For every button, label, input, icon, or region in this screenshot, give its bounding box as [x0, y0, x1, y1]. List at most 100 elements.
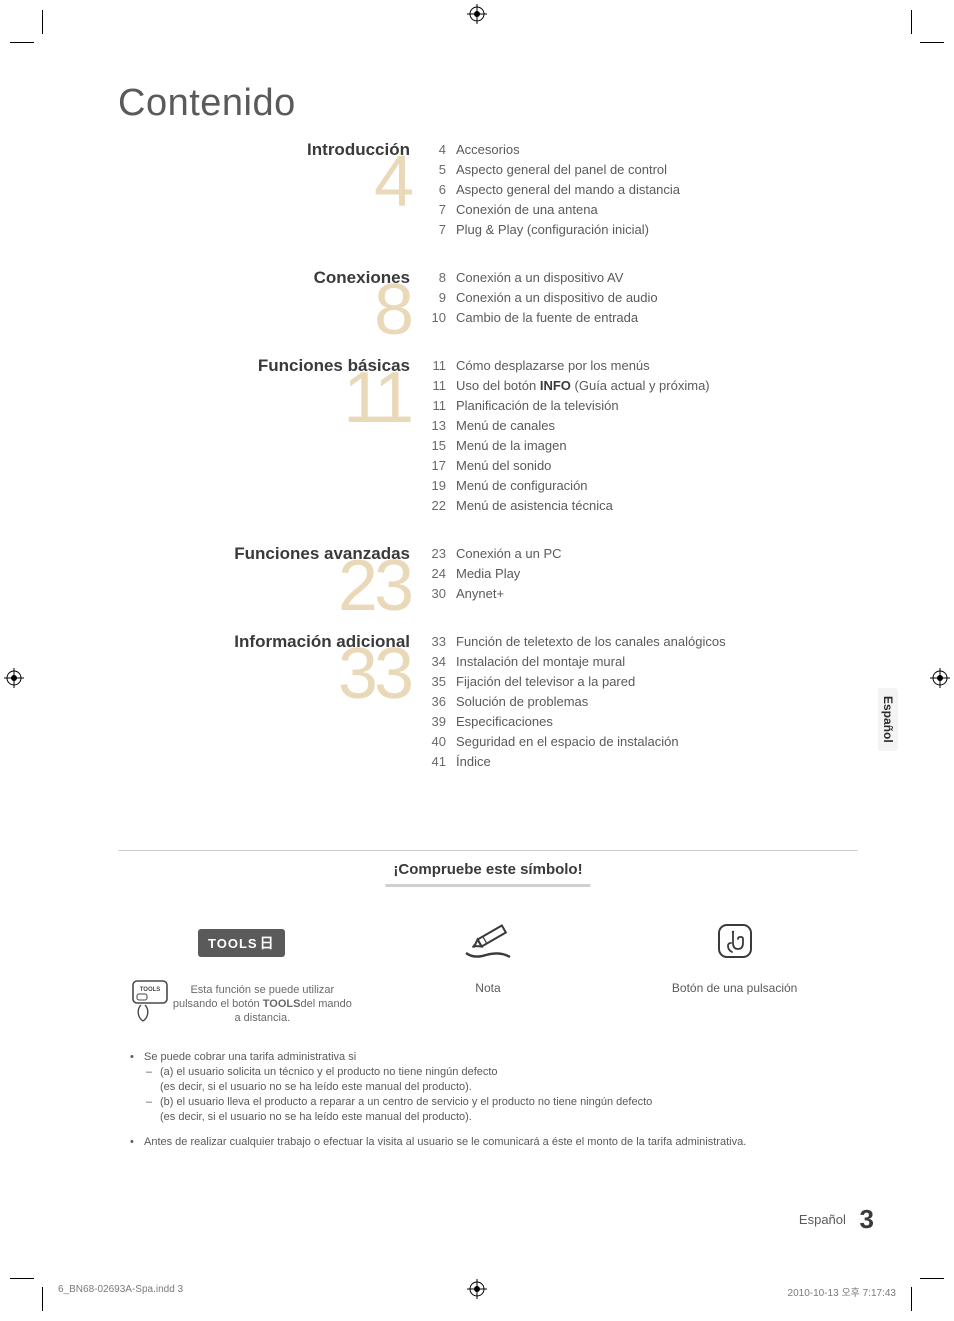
toc-row: 23Conexión a un PC [428, 544, 858, 564]
toc-section-left: Funciones avanzadas23 [118, 544, 428, 604]
toc-row-page: 19 [428, 476, 456, 496]
registration-mark-icon [930, 668, 950, 688]
toc-row: 6Aspecto general del mando a distancia [428, 180, 858, 200]
toc-row-page: 34 [428, 652, 456, 672]
toc-row-page: 6 [428, 180, 456, 200]
toc-row: 9Conexión a un dispositivo de audio [428, 288, 858, 308]
toc-section-items: 23Conexión a un PC24Media Play30Anynet+ [428, 544, 858, 604]
symbol-col-note: Nota [366, 913, 610, 995]
crop-mark [42, 10, 43, 34]
toc-row-label: Instalación del montaje mural [456, 652, 625, 672]
print-timestamp: 2010-10-13 오후 7:17:43 [788, 1284, 896, 1299]
toc-row-page: 39 [428, 712, 456, 732]
toc-row-page: 24 [428, 564, 456, 584]
crop-mark [920, 1278, 944, 1279]
toc-row: 11Planificación de la televisión [428, 396, 858, 416]
symbol-col-onetouch-label: Botón de una pulsación [613, 981, 857, 995]
toc-section-heading: Conexiones [118, 268, 410, 288]
toc-row-label: Media Play [456, 564, 520, 584]
toc-row-page: 11 [428, 376, 456, 396]
page-footer: Español 3 [799, 1204, 874, 1235]
tools-badge: TOOLS日 [198, 929, 285, 957]
toc-section: Información adicional3333Función de tele… [118, 632, 858, 772]
admin-fee-notes: Se puede cobrar una tarifa administrativ… [130, 1050, 850, 1160]
toc-row-label: Función de teletexto de los canales anal… [456, 632, 726, 652]
tools-badge-text: TOOLS [208, 936, 258, 951]
crop-mark [42, 1287, 43, 1311]
note-1a2: (es decir, si el usuario no se ha leído … [160, 1081, 472, 1093]
footer-page-number: 3 [860, 1204, 874, 1234]
toc-row: 4Accesorios [428, 140, 858, 160]
toc-section-bignumber: 23 [338, 558, 410, 616]
table-of-contents: Introducción44Accesorios5Aspecto general… [118, 140, 858, 800]
toc-row-page: 40 [428, 732, 456, 752]
tools-badge-glyph: 日 [260, 935, 275, 951]
crop-mark [10, 42, 34, 43]
toc-section-heading: Introducción [118, 140, 410, 160]
toc-row-label: Menú de asistencia técnica [456, 496, 613, 516]
toc-row-page: 15 [428, 436, 456, 456]
toc-row: 5Aspecto general del panel de control [428, 160, 858, 180]
toc-row: 10Cambio de la fuente de entrada [428, 308, 858, 328]
toc-row: 11Cómo desplazarse por los menús [428, 356, 858, 376]
toc-row-page: 35 [428, 672, 456, 692]
toc-row-page: 17 [428, 456, 456, 476]
toc-row-label: Cómo desplazarse por los menús [456, 356, 650, 376]
toc-row-page: 30 [428, 584, 456, 604]
footer-lang: Español [799, 1212, 846, 1227]
toc-row-label: Plug & Play (configuración inicial) [456, 220, 649, 240]
symbol-col-tools: TOOLS日 TOOLS Esta función se puede utili… [119, 913, 363, 1025]
one-touch-icon [713, 919, 757, 968]
toc-row-label: Conexión de una antena [456, 200, 598, 220]
toc-section-left: Introducción4 [118, 140, 428, 240]
toc-section-bignumber: 4 [374, 154, 410, 212]
toc-row-label: Aspecto general del panel de control [456, 160, 667, 180]
toc-row-label: Conexión a un PC [456, 544, 562, 564]
toc-row: 8Conexión a un dispositivo AV [428, 268, 858, 288]
toc-row: 30Anynet+ [428, 584, 858, 604]
remote-tools-icon: TOOLS [131, 979, 169, 1023]
toc-row-page: 4 [428, 140, 456, 160]
toc-row-label: Cambio de la fuente de entrada [456, 308, 638, 328]
registration-mark-icon [467, 4, 487, 24]
print-metadata: 6_BN68-02693A-Spa.indd 3 2010-10-13 오후 7… [58, 1284, 896, 1299]
toc-section: Funciones básicas1111Cómo desplazarse po… [118, 356, 858, 516]
toc-row-page: 11 [428, 396, 456, 416]
page-title: Contenido [118, 82, 296, 125]
tools-desc-line2: pulsando el botón TOOLSdel mando [173, 997, 352, 1011]
toc-row: 19Menú de configuración [428, 476, 858, 496]
toc-section-left: Conexiones8 [118, 268, 428, 328]
crop-mark [911, 10, 912, 34]
toc-section-bignumber: 11 [343, 370, 410, 428]
note-2: Antes de realizar cualquier trabajo o ef… [144, 1136, 746, 1148]
crop-mark [911, 1287, 912, 1311]
toc-row-label: Conexión a un dispositivo de audio [456, 288, 658, 308]
toc-row: 17Menú del sonido [428, 456, 858, 476]
toc-row-page: 41 [428, 752, 456, 772]
toc-section-items: 8Conexión a un dispositivo AV9Conexión a… [428, 268, 858, 328]
toc-row-label: Menú del sonido [456, 456, 551, 476]
toc-row-page: 13 [428, 416, 456, 436]
toc-row-label: Accesorios [456, 140, 520, 160]
toc-row-label: Menú de configuración [456, 476, 588, 496]
toc-row-label: Solución de problemas [456, 692, 588, 712]
registration-mark-icon [4, 668, 24, 688]
toc-section-items: 33Función de teletexto de los canales an… [428, 632, 858, 772]
toc-row-label: Anynet+ [456, 584, 504, 604]
toc-row-label: Especificaciones [456, 712, 553, 732]
toc-section-left: Funciones básicas11 [118, 356, 428, 516]
tools-desc-line3: a distancia. [173, 1011, 352, 1025]
toc-row-page: 23 [428, 544, 456, 564]
toc-row-label: Aspecto general del mando a distancia [456, 180, 680, 200]
toc-row-label: Índice [456, 752, 491, 772]
toc-section: Conexiones88Conexión a un dispositivo AV… [118, 268, 858, 328]
toc-row: 15Menú de la imagen [428, 436, 858, 456]
symbol-legend-title: ¡Compruebe este símbolo! [385, 861, 590, 887]
toc-row-page: 7 [428, 200, 456, 220]
toc-row: 41Índice [428, 752, 858, 772]
language-tab: Español [878, 688, 898, 751]
toc-row: 7Conexión de una antena [428, 200, 858, 220]
toc-row-page: 10 [428, 308, 456, 328]
symbol-col-note-label: Nota [366, 981, 610, 995]
toc-row-label: Uso del botón INFO (Guía actual y próxim… [456, 376, 710, 396]
